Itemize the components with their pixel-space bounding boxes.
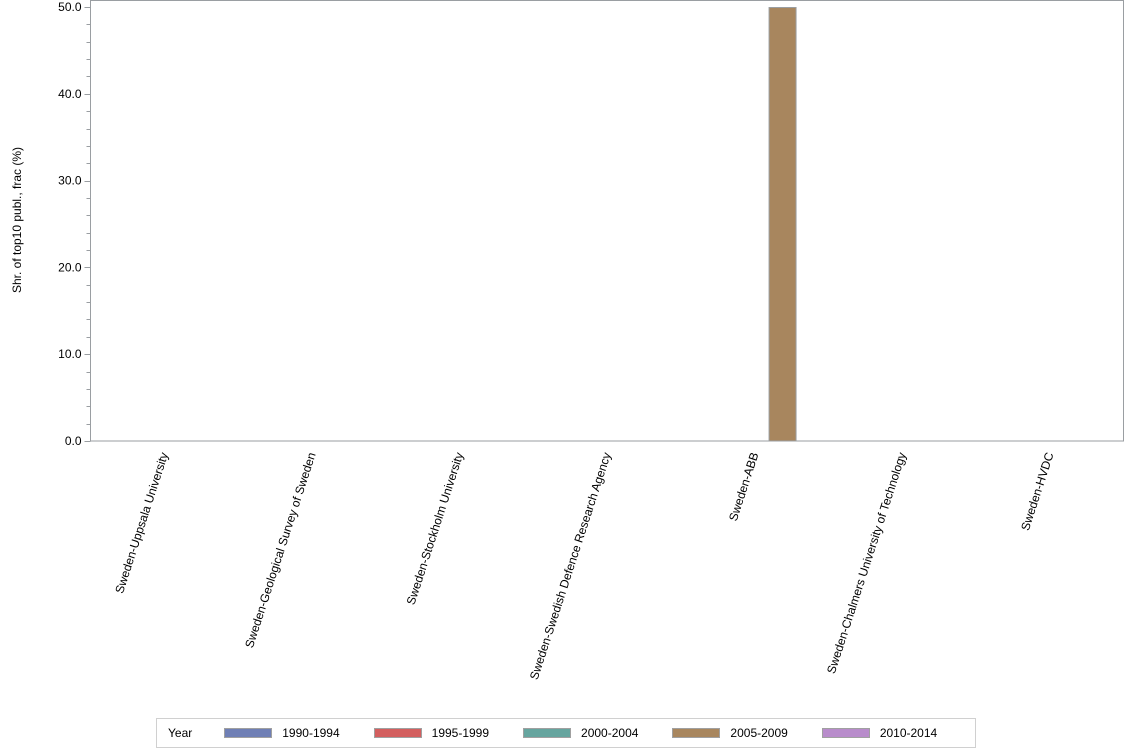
legend-label: 1990-1994 [282, 726, 340, 740]
legend-swatch [373, 728, 422, 738]
y-tick-label: 40.0 [58, 87, 82, 101]
legend-item-2000-2004: 2000-2004 [523, 726, 638, 740]
legend-swatch [523, 728, 572, 738]
y-tick-label: 20.0 [58, 260, 82, 274]
x-category-label: Sweden-Swedish Defence Research Agency [527, 451, 614, 682]
plot-area-frame [90, 0, 1124, 442]
x-axis-labels: Sweden-Uppsala University Sweden-Geologic… [112, 450, 1056, 681]
legend-item-2005-2009: 2005-2009 [672, 726, 788, 740]
legend-swatch [224, 728, 273, 738]
y-tick-label: 10.0 [58, 347, 82, 361]
legend-label: 2000-2004 [581, 726, 639, 740]
legend-item-2010-2014: 2010-2014 [821, 726, 938, 740]
x-category-label: Sweden-ABB [726, 451, 761, 523]
legend-label: 2010-2014 [879, 726, 938, 740]
legend-swatch [672, 728, 721, 738]
bar-2005-2009 [768, 7, 797, 442]
legend-title: Year [168, 726, 193, 740]
legend-item-1990-1994: 1990-1994 [224, 726, 340, 740]
y-axis: 0.0 10.0 20.0 30.0 40.0 50.0 [58, 0, 91, 448]
x-category-label: Sweden-Stockholm University [404, 451, 467, 607]
legend-swatch [821, 728, 870, 738]
y-tick-label: 0.0 [65, 434, 82, 448]
legend-label: 2005-2009 [730, 726, 788, 740]
legend-item-1995-1999: 1995-1999 [373, 726, 490, 740]
y-axis-title: Shr. of top10 publ., frac (%) [10, 147, 24, 293]
x-category-label: Sweden-HVDC [1018, 450, 1057, 532]
legend: Year 1990-1994 1995-1999 2000-2004 2005-… [156, 718, 976, 748]
y-tick-label: 50.0 [58, 0, 82, 14]
x-category-label: Sweden-Geological Survey of Sweden [242, 451, 319, 650]
x-category-label: Sweden-Chalmers University of Technology [824, 451, 909, 676]
bars [768, 7, 797, 442]
y-tick-label: 30.0 [58, 174, 82, 188]
x-category-label: Sweden-Uppsala University [112, 451, 171, 596]
legend-label: 1995-1999 [431, 726, 490, 740]
